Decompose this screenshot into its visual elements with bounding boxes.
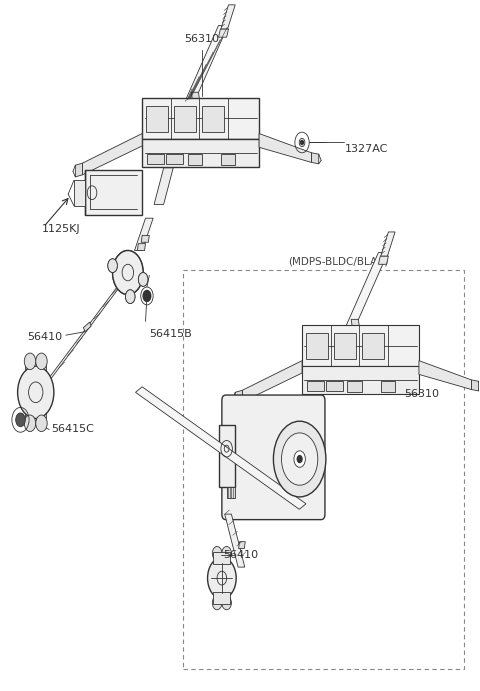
Polygon shape bbox=[135, 387, 306, 509]
Polygon shape bbox=[345, 253, 388, 328]
Polygon shape bbox=[312, 153, 319, 164]
FancyBboxPatch shape bbox=[222, 395, 325, 520]
Polygon shape bbox=[302, 366, 419, 394]
Polygon shape bbox=[419, 361, 471, 390]
Bar bbox=[306, 333, 328, 359]
Circle shape bbox=[138, 272, 148, 286]
Polygon shape bbox=[74, 180, 85, 206]
Text: (MDPS-BLDC/BLAC): (MDPS-BLDC/BLAC) bbox=[288, 256, 388, 266]
Bar bbox=[307, 381, 324, 391]
Bar bbox=[348, 381, 362, 392]
Polygon shape bbox=[185, 26, 228, 101]
Polygon shape bbox=[242, 361, 302, 402]
Polygon shape bbox=[192, 92, 199, 99]
Bar bbox=[183, 269, 464, 669]
Polygon shape bbox=[302, 325, 419, 366]
Text: 56410: 56410 bbox=[223, 551, 258, 560]
Bar bbox=[146, 106, 168, 132]
Bar bbox=[202, 106, 224, 132]
Polygon shape bbox=[213, 552, 230, 565]
Text: 56415C: 56415C bbox=[51, 424, 95, 435]
Polygon shape bbox=[137, 244, 145, 251]
Polygon shape bbox=[75, 163, 83, 177]
Polygon shape bbox=[351, 319, 360, 326]
Bar bbox=[221, 154, 235, 165]
Polygon shape bbox=[239, 542, 245, 549]
Circle shape bbox=[36, 353, 47, 370]
Circle shape bbox=[24, 353, 36, 370]
Circle shape bbox=[222, 596, 231, 609]
Circle shape bbox=[300, 140, 303, 144]
Circle shape bbox=[125, 290, 135, 303]
Polygon shape bbox=[213, 592, 230, 604]
Polygon shape bbox=[142, 97, 259, 139]
Text: 1327AC: 1327AC bbox=[345, 144, 388, 154]
Bar bbox=[174, 106, 196, 132]
Circle shape bbox=[212, 547, 222, 560]
Circle shape bbox=[207, 558, 236, 599]
Polygon shape bbox=[43, 276, 127, 386]
Circle shape bbox=[36, 415, 47, 431]
Circle shape bbox=[108, 259, 117, 272]
Circle shape bbox=[24, 415, 36, 431]
Text: 56310: 56310 bbox=[405, 388, 440, 399]
Circle shape bbox=[125, 290, 135, 303]
Polygon shape bbox=[25, 412, 46, 426]
Bar bbox=[326, 381, 343, 391]
Bar bbox=[166, 154, 183, 164]
Bar bbox=[362, 333, 384, 359]
Polygon shape bbox=[378, 256, 388, 264]
Bar bbox=[381, 381, 395, 392]
Polygon shape bbox=[381, 232, 395, 256]
Circle shape bbox=[108, 259, 117, 272]
Bar bbox=[188, 154, 202, 165]
Polygon shape bbox=[142, 139, 259, 167]
Bar bbox=[147, 154, 164, 164]
Circle shape bbox=[297, 455, 302, 462]
Circle shape bbox=[222, 547, 231, 560]
Circle shape bbox=[294, 451, 305, 467]
Polygon shape bbox=[134, 218, 153, 251]
Text: 1125KJ: 1125KJ bbox=[42, 223, 81, 234]
Polygon shape bbox=[218, 425, 235, 486]
Polygon shape bbox=[84, 322, 91, 332]
Circle shape bbox=[143, 290, 151, 301]
Polygon shape bbox=[85, 170, 142, 215]
Polygon shape bbox=[25, 359, 46, 373]
Bar bbox=[334, 333, 356, 359]
Circle shape bbox=[16, 413, 25, 427]
Text: 56415B: 56415B bbox=[149, 329, 192, 339]
Polygon shape bbox=[225, 514, 245, 567]
Circle shape bbox=[212, 596, 222, 609]
Text: 56410: 56410 bbox=[28, 332, 63, 342]
Circle shape bbox=[138, 272, 148, 286]
Polygon shape bbox=[471, 380, 479, 391]
Polygon shape bbox=[218, 29, 228, 37]
Circle shape bbox=[113, 251, 143, 294]
Text: 56310: 56310 bbox=[184, 34, 219, 44]
Circle shape bbox=[113, 251, 143, 294]
Circle shape bbox=[274, 422, 326, 497]
Polygon shape bbox=[259, 133, 312, 162]
Polygon shape bbox=[83, 133, 142, 175]
Polygon shape bbox=[227, 486, 235, 498]
Polygon shape bbox=[235, 390, 242, 404]
Polygon shape bbox=[221, 5, 235, 29]
Polygon shape bbox=[141, 236, 149, 243]
Polygon shape bbox=[154, 168, 173, 205]
Circle shape bbox=[18, 366, 54, 419]
Circle shape bbox=[281, 433, 318, 485]
